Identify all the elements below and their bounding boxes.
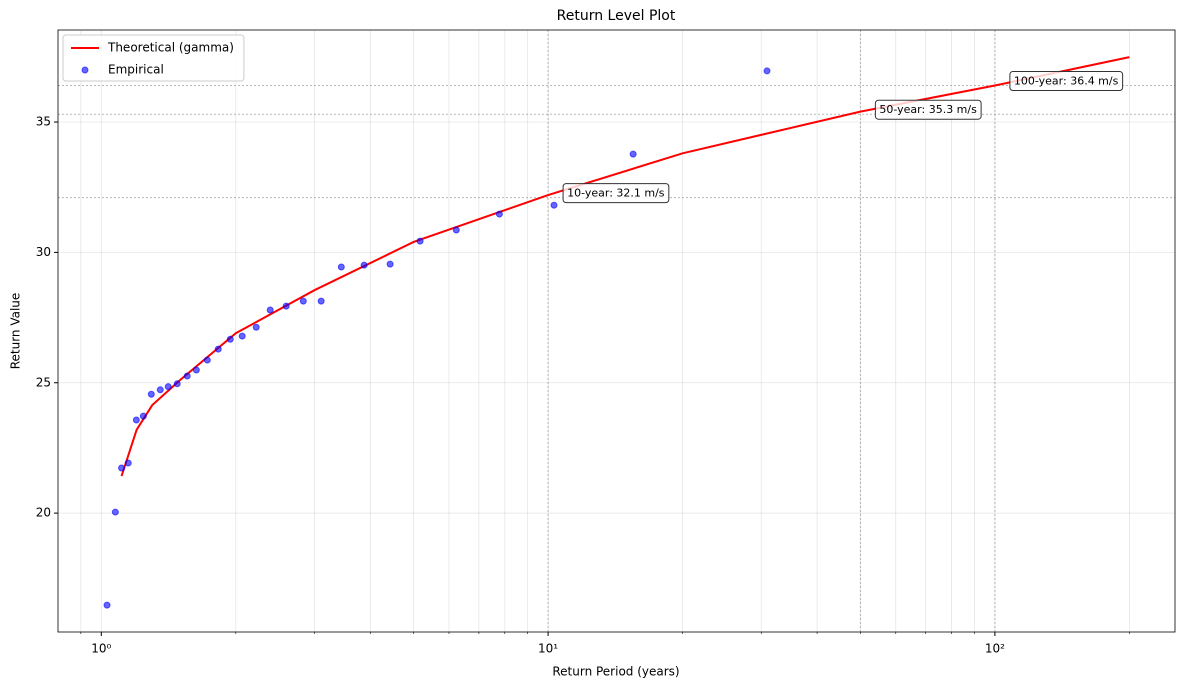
- empirical-point: [317, 297, 325, 305]
- empirical-point: [103, 601, 111, 609]
- empirical-point: [550, 201, 558, 209]
- y-tick-label: 30: [36, 245, 51, 259]
- annotation-box: [562, 183, 670, 204]
- annotation: 10-year: 32.1 m/s: [562, 183, 670, 204]
- empirical-point: [164, 383, 172, 391]
- empirical-point: [192, 366, 200, 374]
- empirical-point: [299, 297, 307, 305]
- empirical-point: [386, 260, 394, 268]
- empirical-point: [183, 372, 191, 380]
- x-tick-label: 10²: [985, 642, 1005, 656]
- legend-swatch: [81, 66, 89, 74]
- annotation-box: [874, 99, 982, 120]
- empirical-point: [629, 150, 637, 158]
- empirical-point: [139, 412, 147, 420]
- empirical-point: [266, 306, 274, 314]
- theoretical-line: [120, 56, 1130, 477]
- annotation-label: 100-year: 36.4 m/s: [1014, 75, 1119, 88]
- empirical-point: [282, 302, 290, 310]
- empirical-point: [416, 237, 424, 245]
- x-tick-label: 10⁰: [91, 642, 111, 656]
- empirical-point: [360, 261, 368, 269]
- empirical-point: [156, 386, 164, 394]
- empirical-point: [124, 459, 132, 467]
- empirical-point: [226, 335, 234, 343]
- empirical-point: [452, 226, 460, 234]
- annotation-label: 50-year: 35.3 m/s: [879, 103, 977, 116]
- empirical-point: [147, 390, 155, 398]
- empirical-point: [111, 508, 119, 516]
- empirical-point: [173, 380, 181, 388]
- y-tick-label: 35: [36, 115, 51, 129]
- empirical-point: [118, 464, 126, 472]
- empirical-point: [495, 210, 503, 218]
- y-tick-label: 20: [36, 506, 51, 520]
- chart-title: Return Level Plot: [557, 8, 676, 24]
- annotation-box: [1009, 71, 1124, 92]
- empirical-point: [337, 263, 345, 271]
- empirical-point: [238, 332, 246, 340]
- x-axis-label: Return Period (years): [552, 665, 679, 679]
- empirical-point: [132, 416, 140, 424]
- annotation: 50-year: 35.3 m/s: [874, 99, 982, 120]
- y-tick-label: 25: [36, 375, 51, 389]
- empirical-point: [763, 67, 771, 75]
- legend-box: [62, 34, 245, 82]
- empirical-point: [252, 323, 260, 331]
- legend-label: Empirical: [108, 63, 164, 77]
- empirical-point: [214, 345, 222, 353]
- y-axis-label: Return Value: [9, 293, 23, 370]
- empirical-point: [203, 356, 211, 364]
- plot-frame: [57, 29, 1176, 633]
- annotation-label: 10-year: 32.1 m/s: [567, 187, 665, 200]
- legend-label: Theoretical (gamma): [107, 41, 234, 55]
- legend: Theoretical (gamma) Empirical: [62, 34, 245, 82]
- annotation: 100-year: 36.4 m/s: [1009, 71, 1124, 92]
- x-tick-label: 10¹: [538, 642, 558, 656]
